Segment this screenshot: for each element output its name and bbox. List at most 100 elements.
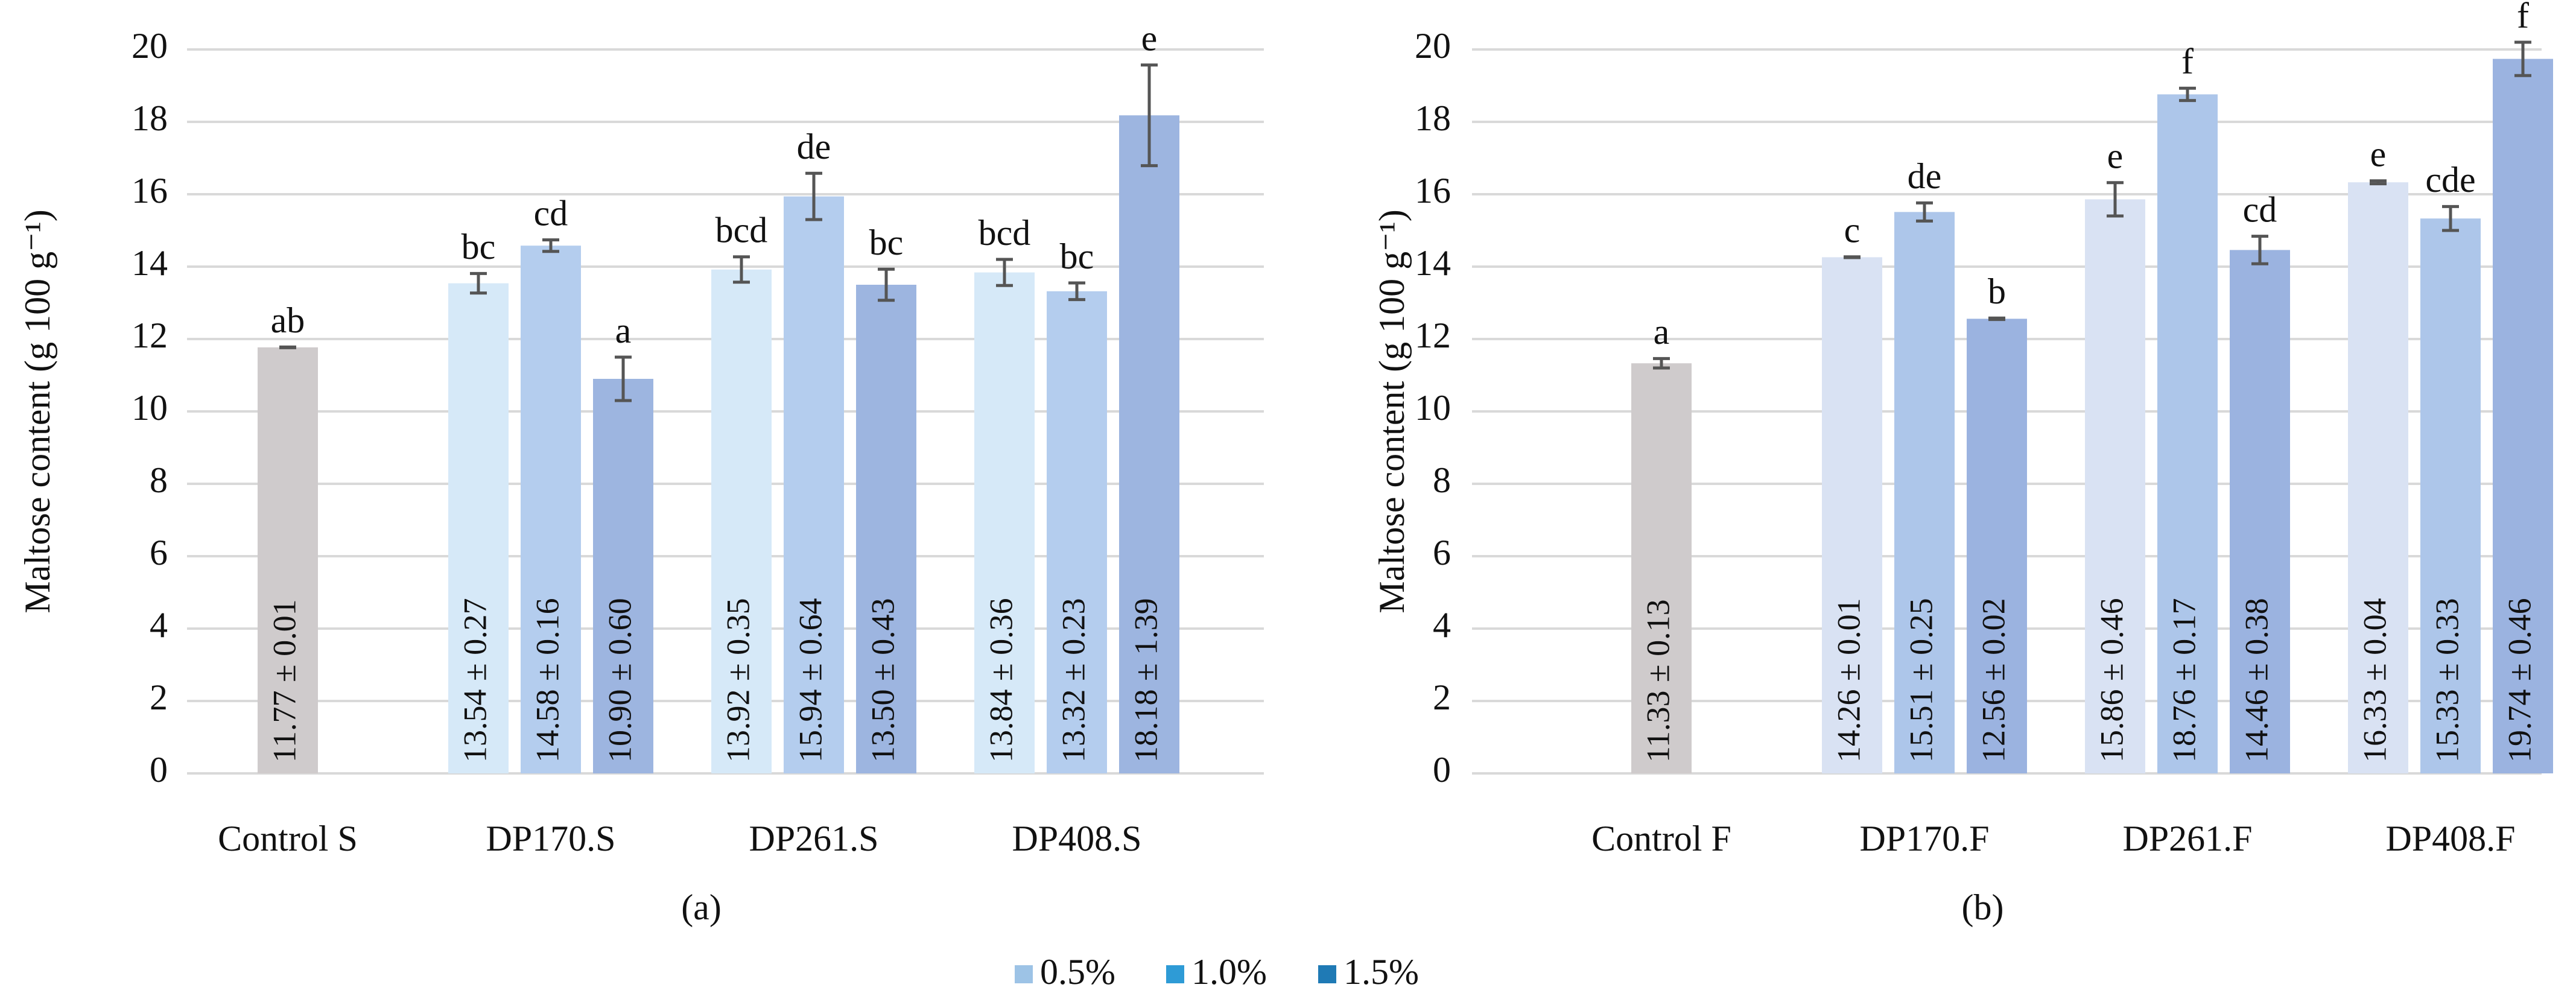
significance-letter: e xyxy=(1141,19,1158,59)
value-label: 14.46 ± 0.38 xyxy=(2238,598,2274,763)
bar xyxy=(2157,94,2218,773)
y-axis-label: Maltose content (g 100 g⁻¹) xyxy=(17,209,57,614)
y-tick-label: 10 xyxy=(132,388,168,428)
significance-letter: a xyxy=(1654,312,1670,352)
y-tick-label: 4 xyxy=(150,605,168,645)
y-tick-label: 10 xyxy=(1415,388,1451,428)
caption: (b) xyxy=(1962,887,2004,927)
y-tick-label: 8 xyxy=(1433,460,1451,500)
y-tick-label: 16 xyxy=(1415,171,1451,211)
value-label: 13.54 ± 0.27 xyxy=(457,598,493,763)
bar xyxy=(974,272,1035,774)
y-tick-label: 18 xyxy=(132,98,168,138)
bar xyxy=(2230,250,2290,773)
significance-letter: cd xyxy=(534,193,568,233)
value-label: 13.84 ± 0.36 xyxy=(983,598,1019,763)
x-tick-label: DP261.S xyxy=(749,819,878,858)
y-tick-label: 6 xyxy=(1433,533,1451,572)
bar xyxy=(258,347,318,773)
bar xyxy=(2348,182,2408,773)
significance-letter: e xyxy=(2107,136,2124,176)
y-tick-label: 16 xyxy=(132,171,168,211)
value-label: 14.26 ± 0.01 xyxy=(1830,598,1867,763)
significance-letter: bc xyxy=(1060,236,1094,276)
x-tick-label: DP408.S xyxy=(1012,819,1141,858)
significance-letter: b xyxy=(1988,271,2006,311)
value-label: 11.77 ± 0.01 xyxy=(266,599,302,763)
bar xyxy=(1822,257,1882,773)
bar xyxy=(1967,319,2027,773)
x-tick-label: DP170.F xyxy=(1859,819,1989,858)
legend-label: 1.0% xyxy=(1191,952,1267,992)
value-label: 13.92 ± 0.35 xyxy=(720,598,756,763)
y-tick-label: 12 xyxy=(1415,316,1451,355)
x-tick-label: DP170.S xyxy=(486,819,615,858)
x-tick-label: DP408.F xyxy=(2385,819,2515,858)
significance-letter: bc xyxy=(462,227,496,267)
value-label: 15.86 ± 0.46 xyxy=(2093,598,2130,763)
significance-letter: e xyxy=(2370,135,2387,174)
significance-letter: ab xyxy=(271,300,305,340)
bar xyxy=(1119,115,1179,774)
value-label: 15.51 ± 0.25 xyxy=(1903,598,1939,763)
x-tick-label: DP261.F xyxy=(2122,819,2252,858)
significance-letter: bc xyxy=(869,223,904,262)
y-axis-label: Maltose content (g 100 g⁻¹) xyxy=(1372,209,1412,614)
significance-letter: bcd xyxy=(715,211,768,250)
x-tick-label: Control F xyxy=(1591,819,1731,858)
bar xyxy=(856,285,916,773)
significance-letter: de xyxy=(797,127,831,166)
significance-letter: bcd xyxy=(979,213,1031,253)
value-label: 10.90 ± 0.60 xyxy=(601,598,638,763)
x-tick-label: Control S xyxy=(218,819,358,858)
legend-label: 1.5% xyxy=(1344,952,1419,992)
value-label: 18.18 ± 1.39 xyxy=(1128,598,1164,763)
legend-swatch xyxy=(1166,965,1184,983)
bar xyxy=(2420,218,2481,773)
y-tick-label: 0 xyxy=(1433,750,1451,790)
significance-letter: f xyxy=(2517,0,2529,36)
value-label: 11.33 ± 0.13 xyxy=(1640,599,1676,763)
bar xyxy=(448,283,509,774)
significance-letter: de xyxy=(1908,156,1942,196)
legend-swatch xyxy=(1015,965,1033,983)
value-label: 13.50 ± 0.43 xyxy=(864,598,901,763)
value-label: 15.33 ± 0.33 xyxy=(2429,598,2465,763)
y-tick-label: 6 xyxy=(150,533,168,572)
y-tick-label: 2 xyxy=(150,677,168,717)
bar xyxy=(711,269,772,773)
significance-letter: cde xyxy=(2425,160,2475,200)
significance-letter: cd xyxy=(2243,189,2277,229)
value-label: 15.94 ± 0.64 xyxy=(792,598,828,763)
y-tick-label: 20 xyxy=(132,26,168,66)
value-label: 13.32 ± 0.23 xyxy=(1055,598,1091,763)
bar xyxy=(1894,212,1955,773)
value-label: 18.76 ± 0.17 xyxy=(2166,598,2202,763)
significance-letter: c xyxy=(1844,211,1861,250)
bar xyxy=(784,196,844,774)
value-label: 12.56 ± 0.02 xyxy=(1975,598,2011,763)
y-tick-label: 0 xyxy=(150,750,168,790)
y-tick-label: 12 xyxy=(132,316,168,355)
y-tick-label: 18 xyxy=(1415,98,1451,138)
y-tick-label: 8 xyxy=(150,460,168,500)
bar xyxy=(521,246,581,773)
y-tick-label: 2 xyxy=(1433,677,1451,717)
y-tick-label: 14 xyxy=(132,243,168,283)
y-tick-label: 20 xyxy=(1415,26,1451,66)
y-tick-label: 4 xyxy=(1433,605,1451,645)
bar xyxy=(2493,59,2553,774)
value-label: 16.33 ± 0.04 xyxy=(2356,598,2393,763)
value-label: 19.74 ± 0.46 xyxy=(2501,598,2537,763)
value-label: 14.58 ± 0.16 xyxy=(529,598,565,763)
bar xyxy=(593,379,653,773)
significance-letter: a xyxy=(615,311,632,350)
bar xyxy=(2085,199,2145,773)
bar xyxy=(1631,363,1692,773)
significance-letter: f xyxy=(2181,42,2194,81)
legend-swatch xyxy=(1318,965,1336,983)
bar xyxy=(1047,291,1107,773)
y-tick-label: 14 xyxy=(1415,243,1451,283)
legend-label: 0.5% xyxy=(1040,952,1115,992)
